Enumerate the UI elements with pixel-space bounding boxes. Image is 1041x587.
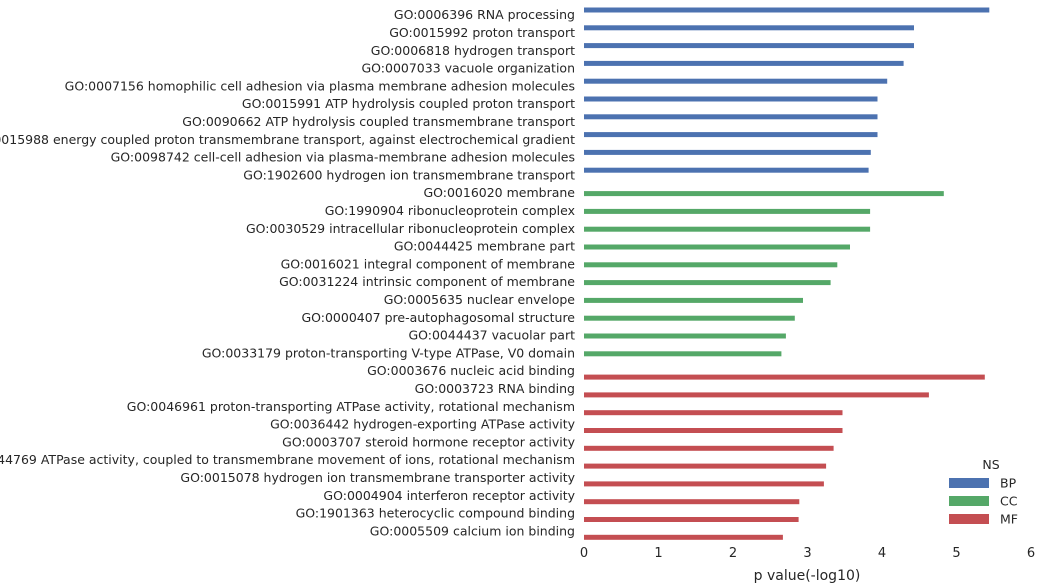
category-label: GO:0015991 ATP hydrolysis coupled proton…: [242, 96, 575, 111]
bar-mf: [584, 517, 799, 522]
legend-label: BP: [1000, 476, 1017, 491]
bars-layer: [584, 7, 990, 540]
category-label: GO:0016020 membrane: [423, 185, 575, 200]
category-label: GO:0031224 intrinsic component of membra…: [279, 274, 575, 289]
legend-swatch-cc: [949, 496, 989, 506]
bar-mf: [584, 374, 985, 380]
bar-mf: [584, 499, 800, 505]
bar-mf: [584, 428, 843, 433]
legend-swatch-mf: [949, 514, 989, 524]
bar-mf: [584, 410, 843, 416]
x-tick-label: 6: [1027, 546, 1035, 561]
category-label: GO:0036442 hydrogen-exporting ATPase act…: [270, 417, 575, 432]
category-label: GO:0046961 proton-transporting ATPase ac…: [127, 399, 575, 414]
bar-cc: [584, 280, 831, 286]
category-label: GO:1990904 ribonucleoprotein complex: [325, 203, 575, 218]
bar-cc: [584, 226, 871, 232]
category-label: GO:0005635 nuclear envelope: [384, 292, 576, 307]
category-label: GO:0090662 ATP hydrolysis coupled transm…: [182, 114, 575, 129]
x-tick-label: 4: [878, 546, 886, 561]
category-label: GO:0000407 pre-autophagosomal structure: [301, 310, 575, 325]
category-label: GO:1901363 heterocyclic compound binding: [296, 506, 575, 521]
category-label: GO:0004904 interferon receptor activity: [323, 488, 575, 503]
legend-title: NS: [982, 457, 999, 472]
category-label: GO:0033179 proton-transporting V-type AT…: [202, 345, 575, 360]
bar-cc: [584, 315, 795, 321]
category-label: GO:0015988 energy coupled proton transme…: [0, 132, 575, 147]
category-label: GO:0005509 calcium ion binding: [370, 523, 575, 538]
x-tick-label: 3: [803, 546, 811, 561]
category-label: GO:1902600 hydrogen ion transmembrane tr…: [243, 167, 575, 182]
bar-bp: [584, 7, 990, 13]
bar-cc: [584, 351, 782, 357]
bar-bp: [584, 96, 878, 102]
bar-bp: [584, 114, 878, 120]
legend-label: MF: [1000, 512, 1018, 527]
bar-cc: [584, 244, 850, 250]
x-tick-label: 1: [654, 546, 662, 561]
bar-bp: [584, 25, 914, 31]
bar-cc: [584, 208, 871, 214]
bar-bp: [584, 60, 904, 66]
bar-mf: [584, 392, 929, 398]
category-label: GO:0007156 homophilic cell adhesion via …: [65, 78, 575, 93]
bar-cc: [584, 262, 838, 268]
category-labels: GO:0006396 RNA processing GO:0015992 prot…: [0, 7, 576, 538]
category-label: GO:0030529 intracellular ribonucleoprote…: [246, 221, 575, 236]
x-tick-label: 2: [729, 546, 737, 561]
category-label: GO:0006396 RNA processing: [394, 7, 575, 22]
category-label: GO:0003707 steroid hormone receptor acti…: [282, 434, 575, 449]
bar-cc: [584, 297, 803, 303]
bar-mf: [584, 445, 834, 451]
category-label: GO:0015992 proton transport: [389, 25, 575, 40]
bar-bp: [584, 149, 871, 155]
category-label: GO:0003723 RNA binding: [415, 381, 575, 396]
bar-mf: [584, 463, 827, 469]
legend-label: CC: [1000, 494, 1018, 509]
category-label: GO:0003676 nucleic acid binding: [367, 363, 575, 378]
bar-bp: [584, 132, 878, 138]
category-label: GO:0044769 ATPase activity, coupled to t…: [0, 452, 575, 467]
bar-cc: [584, 191, 944, 197]
category-label: GO:0007033 vacuole organization: [361, 61, 575, 76]
bar-bp: [584, 43, 914, 49]
x-tick-label: 0: [580, 546, 588, 561]
bar-bp: [584, 167, 869, 173]
category-label: GO:0044425 membrane part: [394, 239, 575, 254]
category-label: GO:0015078 hydrogen ion transmembrane tr…: [180, 470, 575, 485]
x-axis-label: p value(-log10): [754, 568, 861, 584]
legend-swatch-bp: [949, 478, 989, 488]
category-label: GO:0098742 cell-cell adhesion via plasma…: [111, 150, 575, 165]
category-label: GO:0006818 hydrogen transport: [371, 43, 575, 58]
bar-mf: [584, 534, 783, 540]
category-label: GO:0044437 vacuolar part: [408, 328, 575, 343]
x-axis-ticks: 0 1 2 3 4 5 6: [580, 546, 1035, 561]
bar-bp: [584, 78, 888, 84]
bar-cc: [584, 333, 786, 339]
bar-mf: [584, 481, 824, 487]
category-label: GO:0016021 integral component of membran…: [281, 256, 576, 271]
x-tick-label: 5: [952, 546, 960, 561]
